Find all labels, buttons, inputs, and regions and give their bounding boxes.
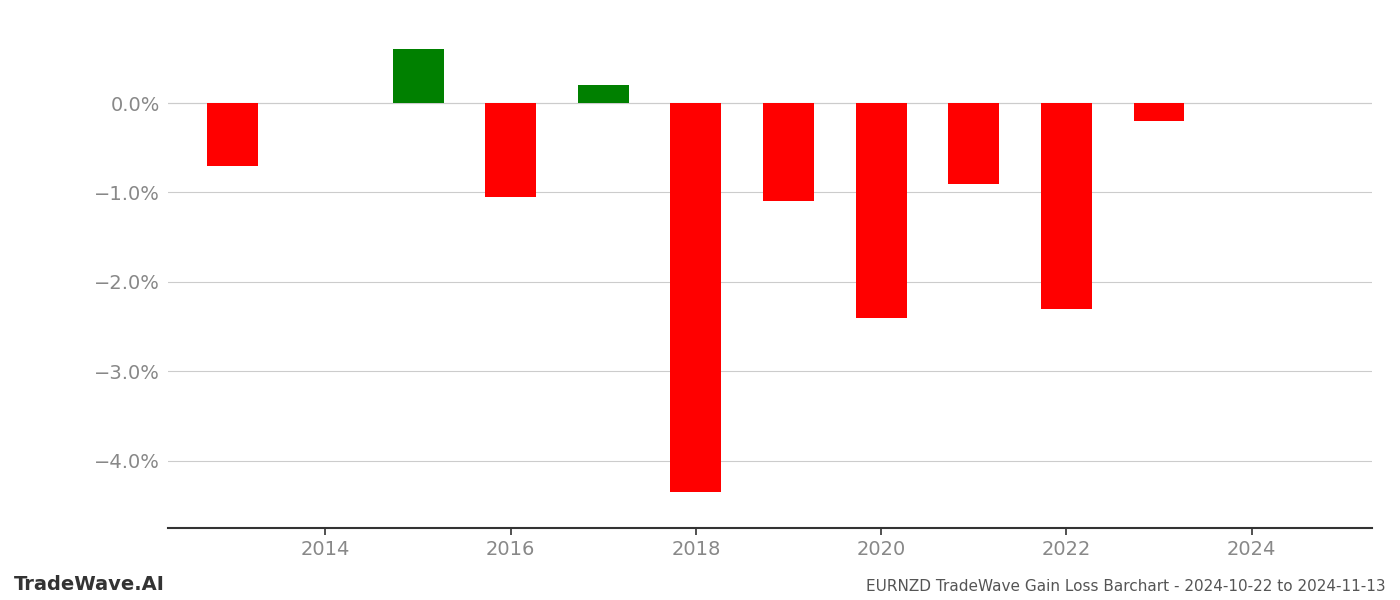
Bar: [1134, 103, 1184, 121]
Bar: [578, 85, 629, 103]
Bar: [855, 103, 907, 318]
Bar: [392, 49, 444, 103]
Bar: [763, 103, 813, 202]
Bar: [671, 103, 721, 492]
Bar: [207, 103, 259, 166]
Bar: [1042, 103, 1092, 309]
Text: TradeWave.AI: TradeWave.AI: [14, 575, 165, 594]
Text: EURNZD TradeWave Gain Loss Barchart - 2024-10-22 to 2024-11-13: EURNZD TradeWave Gain Loss Barchart - 20…: [867, 579, 1386, 594]
Bar: [948, 103, 1000, 184]
Bar: [486, 103, 536, 197]
